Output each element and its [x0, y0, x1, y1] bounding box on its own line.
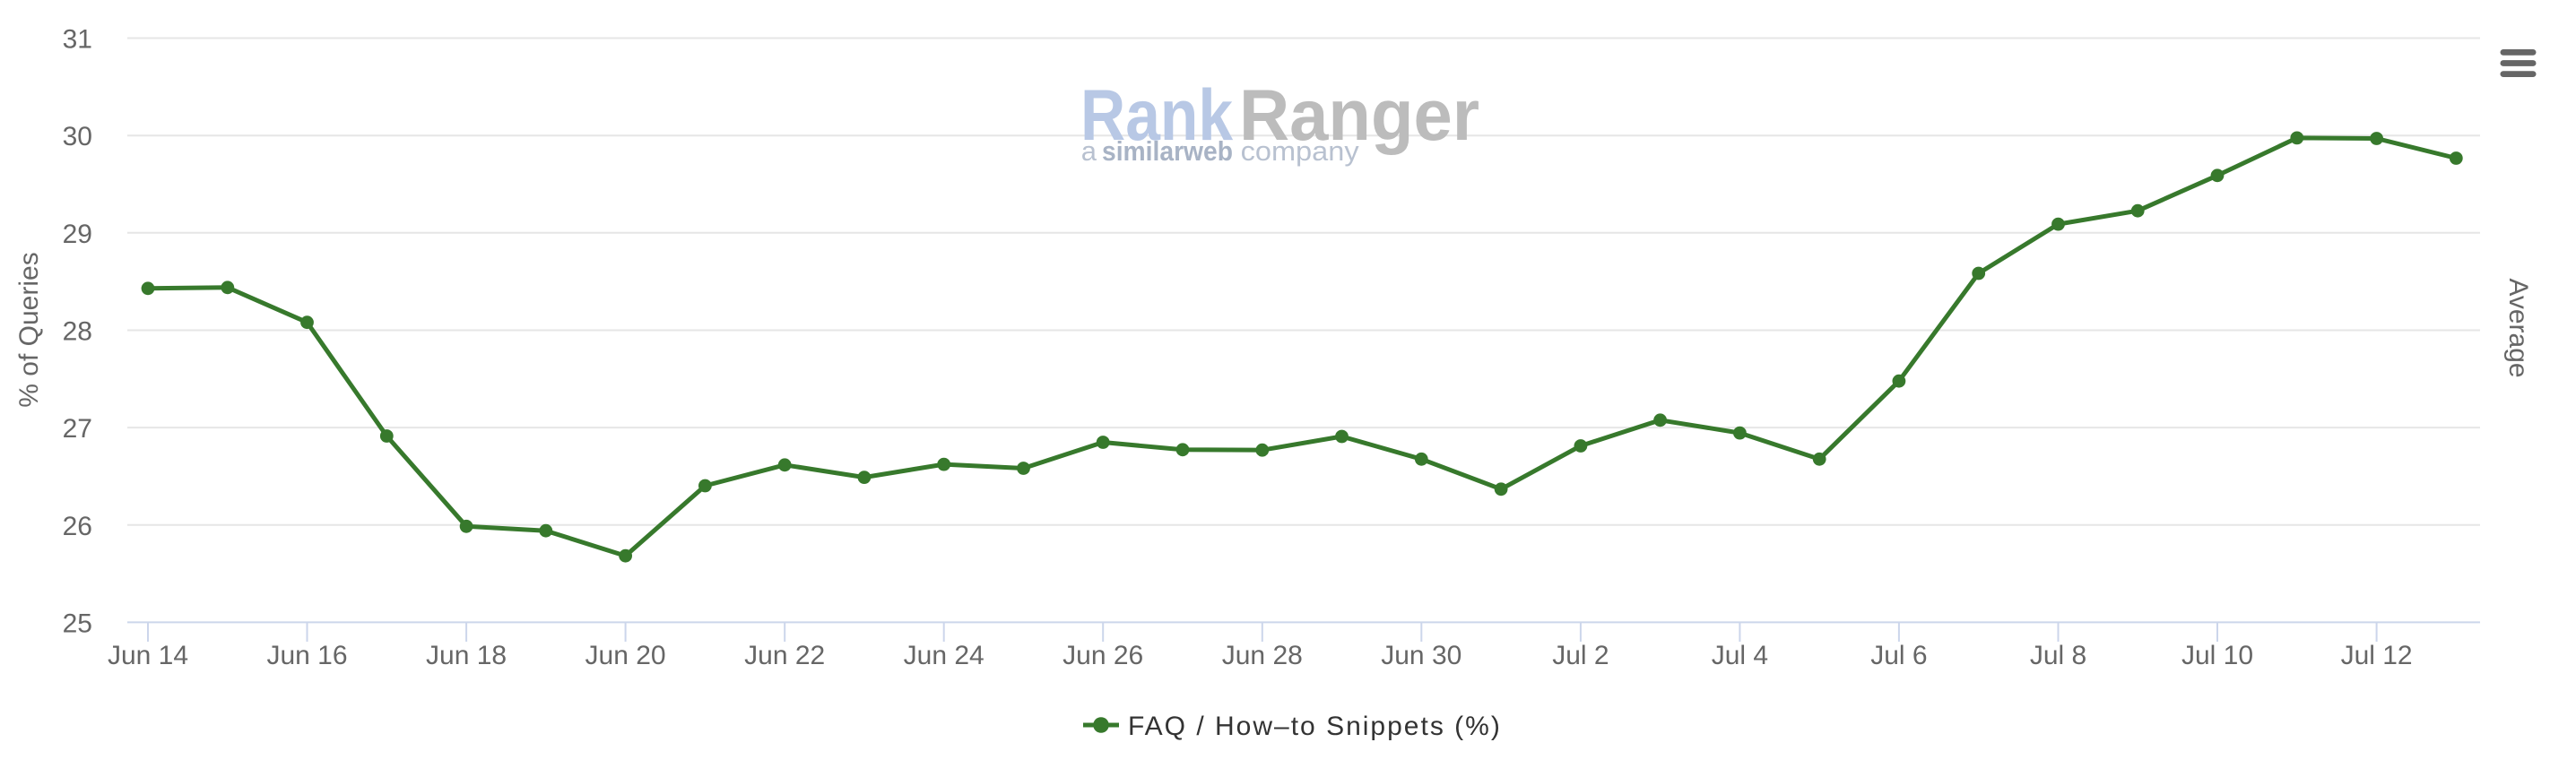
svg-text:FAQ / How–to Snippets (%): FAQ / How–to Snippets (%): [1128, 712, 1502, 741]
svg-text:Jul 10: Jul 10: [2181, 641, 2253, 670]
svg-text:Average: Average: [2503, 278, 2533, 377]
svg-text:Jul 8: Jul 8: [2030, 641, 2086, 670]
svg-text:Ranger: Ranger: [1239, 75, 1479, 156]
svg-text:27: 27: [63, 414, 92, 444]
svg-text:Jun 18: Jun 18: [426, 641, 507, 670]
svg-text:Jul 6: Jul 6: [1870, 641, 1927, 670]
svg-text:Jul 4: Jul 4: [1712, 641, 1768, 670]
svg-text:Jul 12: Jul 12: [2341, 641, 2413, 670]
svg-text:% of Queries: % of Queries: [14, 252, 44, 407]
svg-text:Jul 2: Jul 2: [1552, 641, 1609, 670]
svg-text:30: 30: [63, 122, 92, 151]
svg-text:a: a: [1081, 135, 1097, 167]
svg-text:Jun 26: Jun 26: [1062, 641, 1143, 670]
svg-text:similarweb: similarweb: [1102, 135, 1233, 167]
svg-text:Jun 14: Jun 14: [108, 641, 188, 670]
svg-text:29: 29: [63, 220, 92, 249]
svg-text:25: 25: [63, 609, 92, 638]
svg-text:Jun 16: Jun 16: [266, 641, 347, 670]
svg-text:Jun 24: Jun 24: [904, 641, 984, 670]
svg-text:28: 28: [63, 317, 92, 347]
svg-text:company: company: [1241, 135, 1360, 167]
svg-text:Jun 28: Jun 28: [1222, 641, 1303, 670]
svg-text:Jun 30: Jun 30: [1381, 641, 1461, 670]
svg-text:Jun 20: Jun 20: [585, 641, 666, 670]
svg-text:Jun 22: Jun 22: [744, 641, 825, 670]
svg-text:31: 31: [63, 25, 92, 55]
svg-text:26: 26: [63, 512, 92, 541]
svg-text:Rank: Rank: [1080, 75, 1234, 156]
